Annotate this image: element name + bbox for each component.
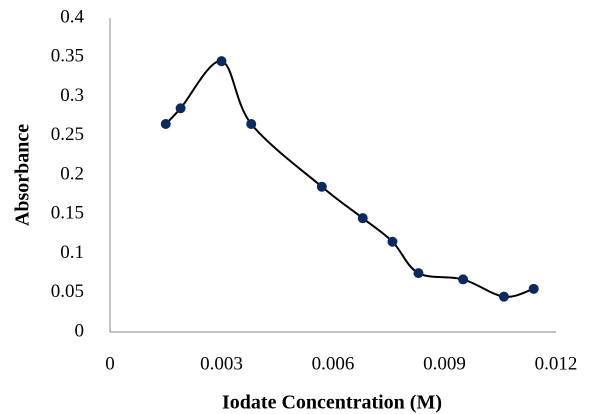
data-point xyxy=(498,291,509,302)
data-point xyxy=(387,236,398,247)
y-axis-title: Absorbance xyxy=(12,124,34,226)
y-tick-label: 0.05 xyxy=(51,281,84,302)
y-tick-label: 0 xyxy=(75,320,85,341)
data-point xyxy=(316,181,327,192)
data-point xyxy=(357,213,368,224)
data-point xyxy=(458,274,469,285)
y-tick-label: 0.1 xyxy=(60,242,84,263)
data-line xyxy=(165,60,535,298)
x-tick-label: 0.003 xyxy=(200,353,243,374)
y-tick-label: 0.15 xyxy=(51,203,84,224)
x-tick-label: 0 xyxy=(105,353,115,374)
y-tick-label: 0.35 xyxy=(51,46,84,67)
data-point xyxy=(528,283,539,294)
y-tick-label: 0.4 xyxy=(60,6,84,27)
x-tick-label: 0.006 xyxy=(312,353,355,374)
x-tick-label: 0.012 xyxy=(535,353,578,374)
data-point xyxy=(160,118,171,129)
data-point xyxy=(246,118,257,129)
data-point xyxy=(175,103,186,114)
data-point xyxy=(413,268,424,279)
y-tick-label: 0.2 xyxy=(60,163,84,184)
data-point xyxy=(216,56,227,67)
x-tick-label: 0.009 xyxy=(423,353,466,374)
x-axis-title: Iodate Concentration (M) xyxy=(222,392,442,414)
y-tick-label: 0.25 xyxy=(51,124,84,145)
y-tick-label: 0.3 xyxy=(60,85,84,106)
